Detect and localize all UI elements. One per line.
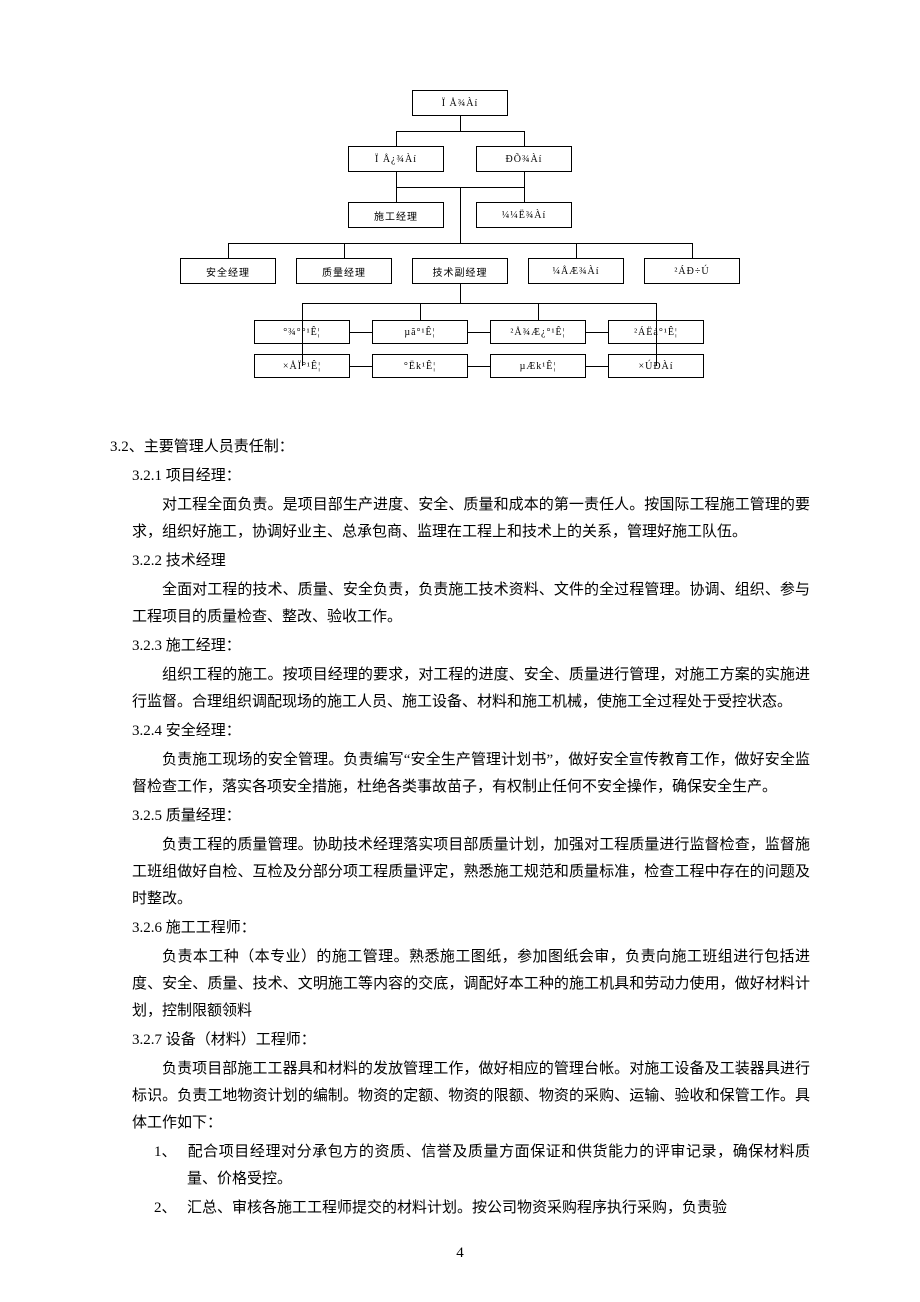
chart-connector (460, 284, 461, 303)
chart-connector (468, 332, 490, 333)
chart-connector (302, 303, 303, 366)
heading-3-2: 3.2、主要管理人员责任制： (110, 434, 810, 461)
paragraph: 对工程全面负责。是项目部生产进度、安全、质量和成本的第一责任人。按国际工程施工管… (132, 492, 810, 546)
chart-connector (302, 303, 656, 304)
chart-connector (524, 172, 525, 202)
page-number: 4 (0, 1245, 920, 1262)
list-number: 2、 (154, 1195, 187, 1222)
chart-node: µã°¹Ê¦ (372, 320, 468, 344)
chart-node: µÆk¹Ê¦ (490, 354, 586, 378)
chart-connector (420, 303, 421, 320)
chart-connector (656, 303, 657, 366)
chart-connector (396, 172, 397, 202)
page: Ï Å¾Àí Ï Å¿¾Àí ÐÕ¾Àí 施工经理 ¼¼Ë¾Àí 安全经理 质量… (0, 0, 920, 1302)
chart-connector (576, 243, 577, 258)
chart-connector (586, 366, 608, 367)
heading-3-2-3: 3.2.3 施工经理： (132, 633, 810, 660)
chart-connector (350, 366, 372, 367)
chart-node: Ï Å¿¾Àí (348, 146, 444, 172)
list-text: 配合项目经理对分承包方的资质、信誉及质量方面保证和供货能力的评审记录，确保材料质… (187, 1144, 810, 1187)
chart-connector (228, 243, 692, 244)
chart-node: 安全经理 (180, 258, 276, 284)
chart-node: ¼¼Ë¾Àí (476, 202, 572, 228)
chart-node: ²ÁÐ÷Ú (644, 258, 740, 284)
chart-connector (396, 131, 397, 146)
heading-3-2-5: 3.2.5 质量经理： (132, 803, 810, 830)
chart-connector (460, 116, 461, 131)
list-text: 汇总、审核各施工工程师提交的材料计划。按公司物资采购程序执行采购，负责验 (187, 1200, 727, 1216)
chart-connector (692, 243, 693, 258)
chart-connector (468, 366, 490, 367)
chart-node: 施工经理 (348, 202, 444, 228)
chart-node: ²Å¾Æ¿°¹Ê¦ (490, 320, 586, 344)
chart-connector (538, 303, 539, 320)
heading-3-2-2: 3.2.2 技术经理 (132, 548, 810, 575)
paragraph: 全面对工程的技术、质量、安全负责，负责施工技术资料、文件的全过程管理。协调、组织… (132, 577, 810, 631)
chart-node: ¼ÅÆ¾Àí (528, 258, 624, 284)
chart-connector (344, 243, 345, 258)
org-chart: Ï Å¾Àí Ï Å¿¾Àí ÐÕ¾Àí 施工经理 ¼¼Ë¾Àí 安全经理 质量… (180, 90, 740, 400)
chart-connector (524, 131, 525, 146)
paragraph: 负责工程的质量管理。协助技术经理落实项目部质量计划，加强对工程质量进行监督检查，… (132, 832, 810, 913)
chart-connector (586, 332, 608, 333)
list-item: 2、汇总、审核各施工工程师提交的材料计划。按公司物资采购程序执行采购，负责验 (154, 1195, 810, 1222)
paragraph: 组织工程的施工。按项目经理的要求，对工程的进度、安全、质量进行管理，对施工方案的… (132, 662, 810, 716)
chart-connector (228, 243, 229, 258)
heading-3-2-4: 3.2.4 安全经理： (132, 718, 810, 745)
paragraph: 负责项目部施工工器具和材料的发放管理工作，做好相应的管理台帐。对施工设备及工装器… (132, 1056, 810, 1137)
chart-node: Ï Å¾Àí (412, 90, 508, 116)
chart-node: 质量经理 (296, 258, 392, 284)
chart-connector (350, 332, 372, 333)
chart-node: 技术副经理 (412, 258, 508, 284)
chart-connector (396, 131, 524, 132)
heading-3-2-6: 3.2.6 施工工程师： (132, 915, 810, 942)
list-number: 1、 (154, 1139, 187, 1166)
chart-node: °Ëk¹Ê¦ (372, 354, 468, 378)
chart-node: ÐÕ¾Àí (476, 146, 572, 172)
heading-3-2-1: 3.2.1 项目经理： (132, 463, 810, 490)
body-text: 3.2、主要管理人员责任制： 3.2.1 项目经理： 对工程全面负责。是项目部生… (110, 434, 810, 1222)
paragraph: 负责施工现场的安全管理。负责编写“安全生产管理计划书”，做好安全宣传教育工作，做… (132, 747, 810, 801)
paragraph: 负责本工种（本专业）的施工管理。熟悉施工图纸，参加图纸会审，负责向施工班组进行包… (132, 944, 810, 1025)
list-item: 1、配合项目经理对分承包方的资质、信誉及质量方面保证和供货能力的评审记录，确保材… (154, 1139, 810, 1193)
heading-3-2-7: 3.2.7 设备（材料）工程师： (132, 1027, 810, 1054)
chart-connector (460, 187, 461, 243)
